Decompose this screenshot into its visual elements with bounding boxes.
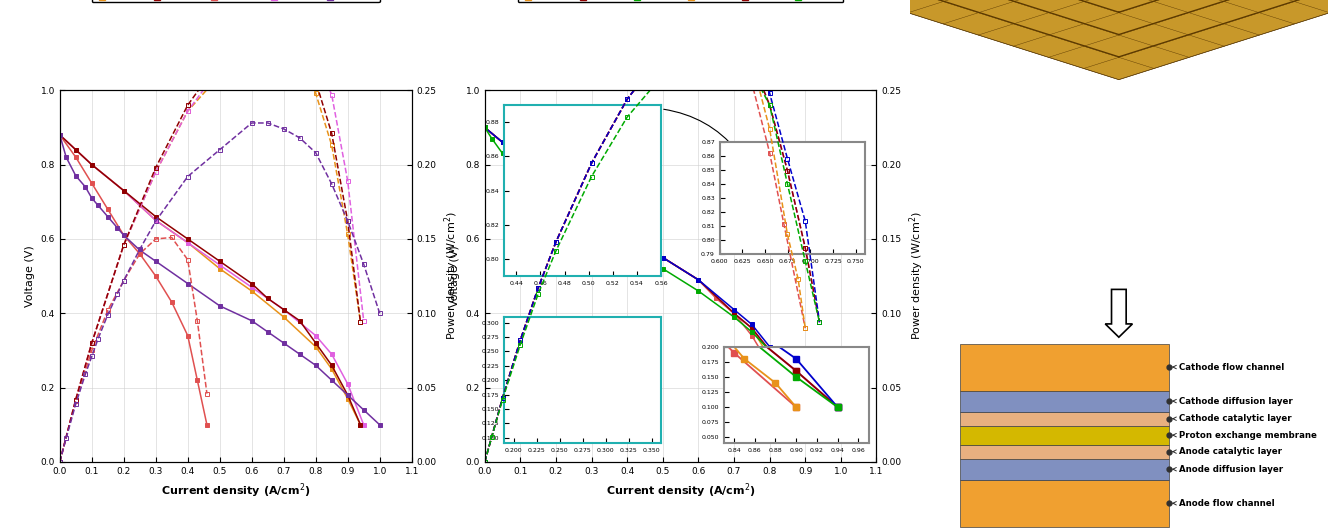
Bar <box>960 459 1169 480</box>
Y-axis label: Voltage (V): Voltage (V) <box>450 245 459 307</box>
Text: Cathode catalytic layer: Cathode catalytic layer <box>1173 414 1292 423</box>
Bar <box>960 426 1169 444</box>
Polygon shape <box>768 0 1120 21</box>
Y-axis label: Voltage (V): Voltage (V) <box>25 245 35 307</box>
Legend: Type7 U-I, Type8 U-I, Type5  U-I, Type9 U-I, Type10 U-I, Type7 P-I, Type8 P-I, T: Type7 U-I, Type8 U-I, Type5 U-I, Type9 U… <box>92 0 380 3</box>
Text: Anode diffusion layer: Anode diffusion layer <box>1173 465 1284 474</box>
Text: Cathode diffusion layer: Cathode diffusion layer <box>1173 397 1293 406</box>
Polygon shape <box>768 0 1328 80</box>
Text: Proton exchange membrane: Proton exchange membrane <box>1173 431 1317 440</box>
X-axis label: Current density (A/cm$^2$): Current density (A/cm$^2$) <box>606 482 756 500</box>
Bar <box>960 412 1169 426</box>
Bar <box>960 480 1169 527</box>
Bar <box>960 344 1169 390</box>
Bar <box>960 444 1169 459</box>
Text: Cathode flow channel: Cathode flow channel <box>1173 363 1284 372</box>
Text: Anode flow channel: Anode flow channel <box>1173 499 1275 508</box>
Legend: Type1 U-I, Type2 U-I, Type3 U-I, Type4 U-I, Type5 U-I, Type6 U-I, Type1 P-I, Typ: Type1 U-I, Type2 U-I, Type3 U-I, Type4 U… <box>518 0 843 3</box>
X-axis label: Current density (A/cm$^2$): Current density (A/cm$^2$) <box>161 482 311 500</box>
Y-axis label: Power density (W/cm$^2$): Power density (W/cm$^2$) <box>442 212 461 340</box>
Y-axis label: Power density (W/cm$^2$): Power density (W/cm$^2$) <box>907 212 926 340</box>
FancyArrow shape <box>1105 289 1133 337</box>
Text: Anode catalytic layer: Anode catalytic layer <box>1173 447 1283 456</box>
Bar <box>960 390 1169 412</box>
Polygon shape <box>1120 0 1328 21</box>
